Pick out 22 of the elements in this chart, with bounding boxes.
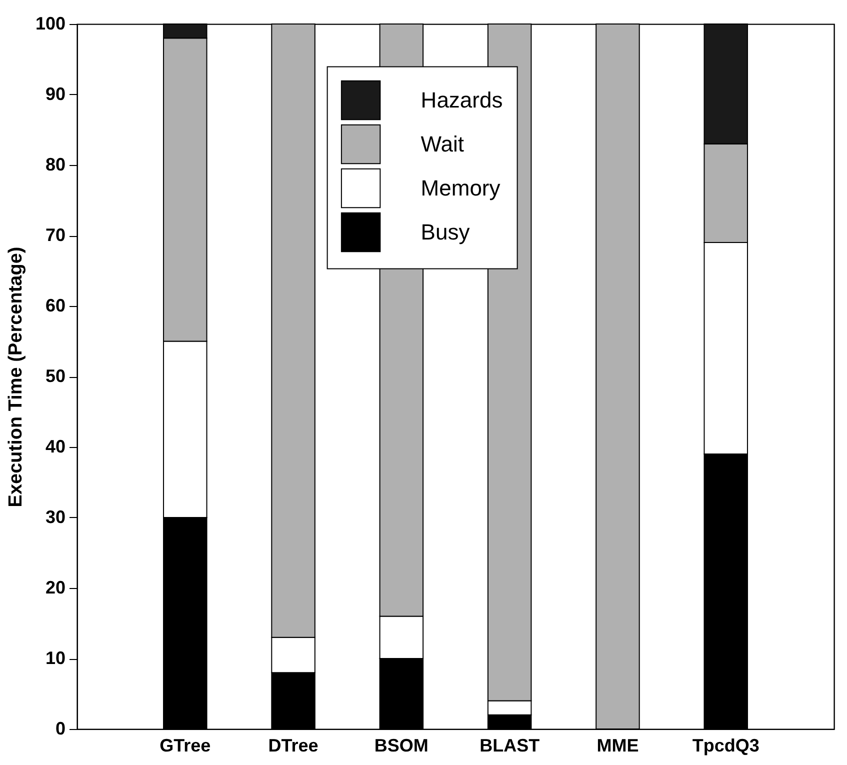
- x-tick-label: MME: [596, 736, 639, 756]
- x-tick-label: DTree: [268, 736, 318, 756]
- x-tick-label: TpcdQ3: [692, 736, 760, 756]
- y-tick-label: 10: [45, 648, 66, 668]
- legend-label: Busy: [420, 219, 470, 244]
- y-tick-label: 50: [45, 366, 66, 386]
- y-tick-label: 70: [45, 225, 66, 245]
- legend-label: Memory: [420, 175, 500, 200]
- x-tick-label: GTree: [160, 736, 211, 756]
- y-tick-label: 20: [45, 578, 66, 598]
- y-tick-label: 100: [35, 14, 66, 34]
- x-tick-label: BLAST: [480, 736, 540, 756]
- y-axis-title: Execution Time (Percentage): [5, 246, 26, 508]
- legend-label: Hazards: [420, 87, 503, 112]
- y-tick-label: 80: [45, 154, 66, 174]
- y-tick-label: 40: [45, 436, 66, 456]
- y-tick-label: 60: [45, 296, 66, 316]
- x-tick-label: BSOM: [374, 736, 428, 756]
- y-tick-label: 0: [55, 718, 66, 738]
- y-tick-label: 30: [45, 507, 66, 527]
- legend-label: Wait: [420, 131, 464, 156]
- y-tick-label: 90: [45, 84, 66, 104]
